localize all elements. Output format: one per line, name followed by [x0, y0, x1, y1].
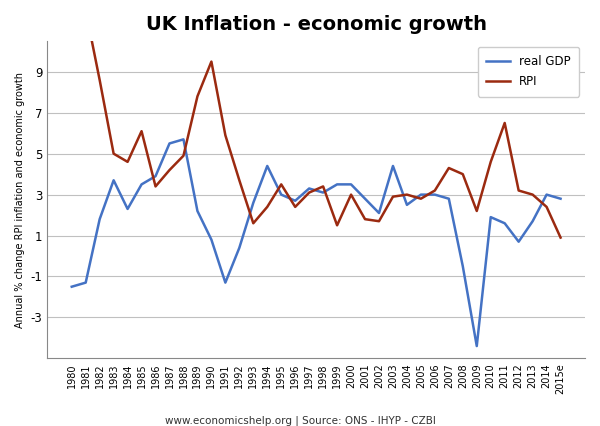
real GDP [347, 182, 355, 187]
real GDP [557, 196, 564, 201]
Legend: real GDP, RPI: real GDP, RPI [478, 47, 579, 97]
Title: UK Inflation - economic growth: UK Inflation - economic growth [146, 15, 487, 34]
real GDP [166, 141, 173, 146]
RPI [250, 221, 257, 226]
real GDP [473, 343, 481, 348]
real GDP [96, 216, 103, 222]
RPI [557, 235, 564, 240]
real GDP [403, 202, 410, 207]
RPI [292, 204, 299, 210]
real GDP [445, 196, 452, 201]
real GDP [389, 164, 397, 169]
RPI [180, 153, 187, 158]
RPI [459, 172, 466, 177]
real GDP [320, 190, 327, 195]
real GDP [236, 245, 243, 250]
real GDP [222, 280, 229, 285]
RPI [152, 184, 159, 189]
real GDP [305, 186, 313, 191]
RPI [515, 188, 522, 193]
real GDP [194, 208, 201, 213]
RPI [403, 192, 410, 197]
real GDP [501, 221, 508, 226]
RPI [124, 159, 131, 164]
real GDP [82, 280, 89, 285]
real GDP [110, 178, 117, 183]
real GDP [529, 219, 536, 224]
RPI [431, 188, 439, 193]
real GDP [417, 192, 424, 197]
RPI [417, 196, 424, 201]
Y-axis label: Annual % change RPI inflation and economic growth: Annual % change RPI inflation and econom… [15, 72, 25, 328]
real GDP [431, 192, 439, 197]
real GDP [376, 210, 383, 216]
Text: www.economicshelp.org | Source: ONS - IHYP - CZBI: www.economicshelp.org | Source: ONS - IH… [164, 416, 436, 426]
real GDP [250, 200, 257, 205]
real GDP [278, 192, 285, 197]
RPI [263, 204, 271, 210]
RPI [361, 216, 368, 222]
RPI [82, 8, 89, 13]
real GDP [138, 182, 145, 187]
real GDP [263, 164, 271, 169]
RPI [543, 204, 550, 210]
RPI [445, 165, 452, 170]
real GDP [515, 239, 522, 244]
RPI [305, 190, 313, 195]
RPI [334, 223, 341, 228]
RPI [389, 194, 397, 199]
RPI [347, 192, 355, 197]
RPI [208, 59, 215, 64]
real GDP [124, 206, 131, 211]
RPI [138, 129, 145, 134]
Line: RPI: RPI [72, 0, 560, 238]
real GDP [292, 198, 299, 203]
real GDP [68, 284, 76, 289]
Line: real GDP: real GDP [72, 139, 560, 346]
RPI [278, 182, 285, 187]
RPI [166, 167, 173, 173]
real GDP [152, 174, 159, 179]
RPI [110, 151, 117, 156]
RPI [320, 184, 327, 189]
RPI [487, 159, 494, 164]
RPI [529, 192, 536, 197]
real GDP [487, 215, 494, 220]
real GDP [334, 182, 341, 187]
RPI [96, 78, 103, 83]
real GDP [180, 137, 187, 142]
real GDP [459, 264, 466, 269]
RPI [473, 208, 481, 213]
RPI [236, 178, 243, 183]
real GDP [361, 196, 368, 201]
RPI [194, 94, 201, 99]
real GDP [208, 237, 215, 242]
RPI [222, 133, 229, 138]
real GDP [543, 192, 550, 197]
RPI [376, 219, 383, 224]
RPI [501, 121, 508, 126]
